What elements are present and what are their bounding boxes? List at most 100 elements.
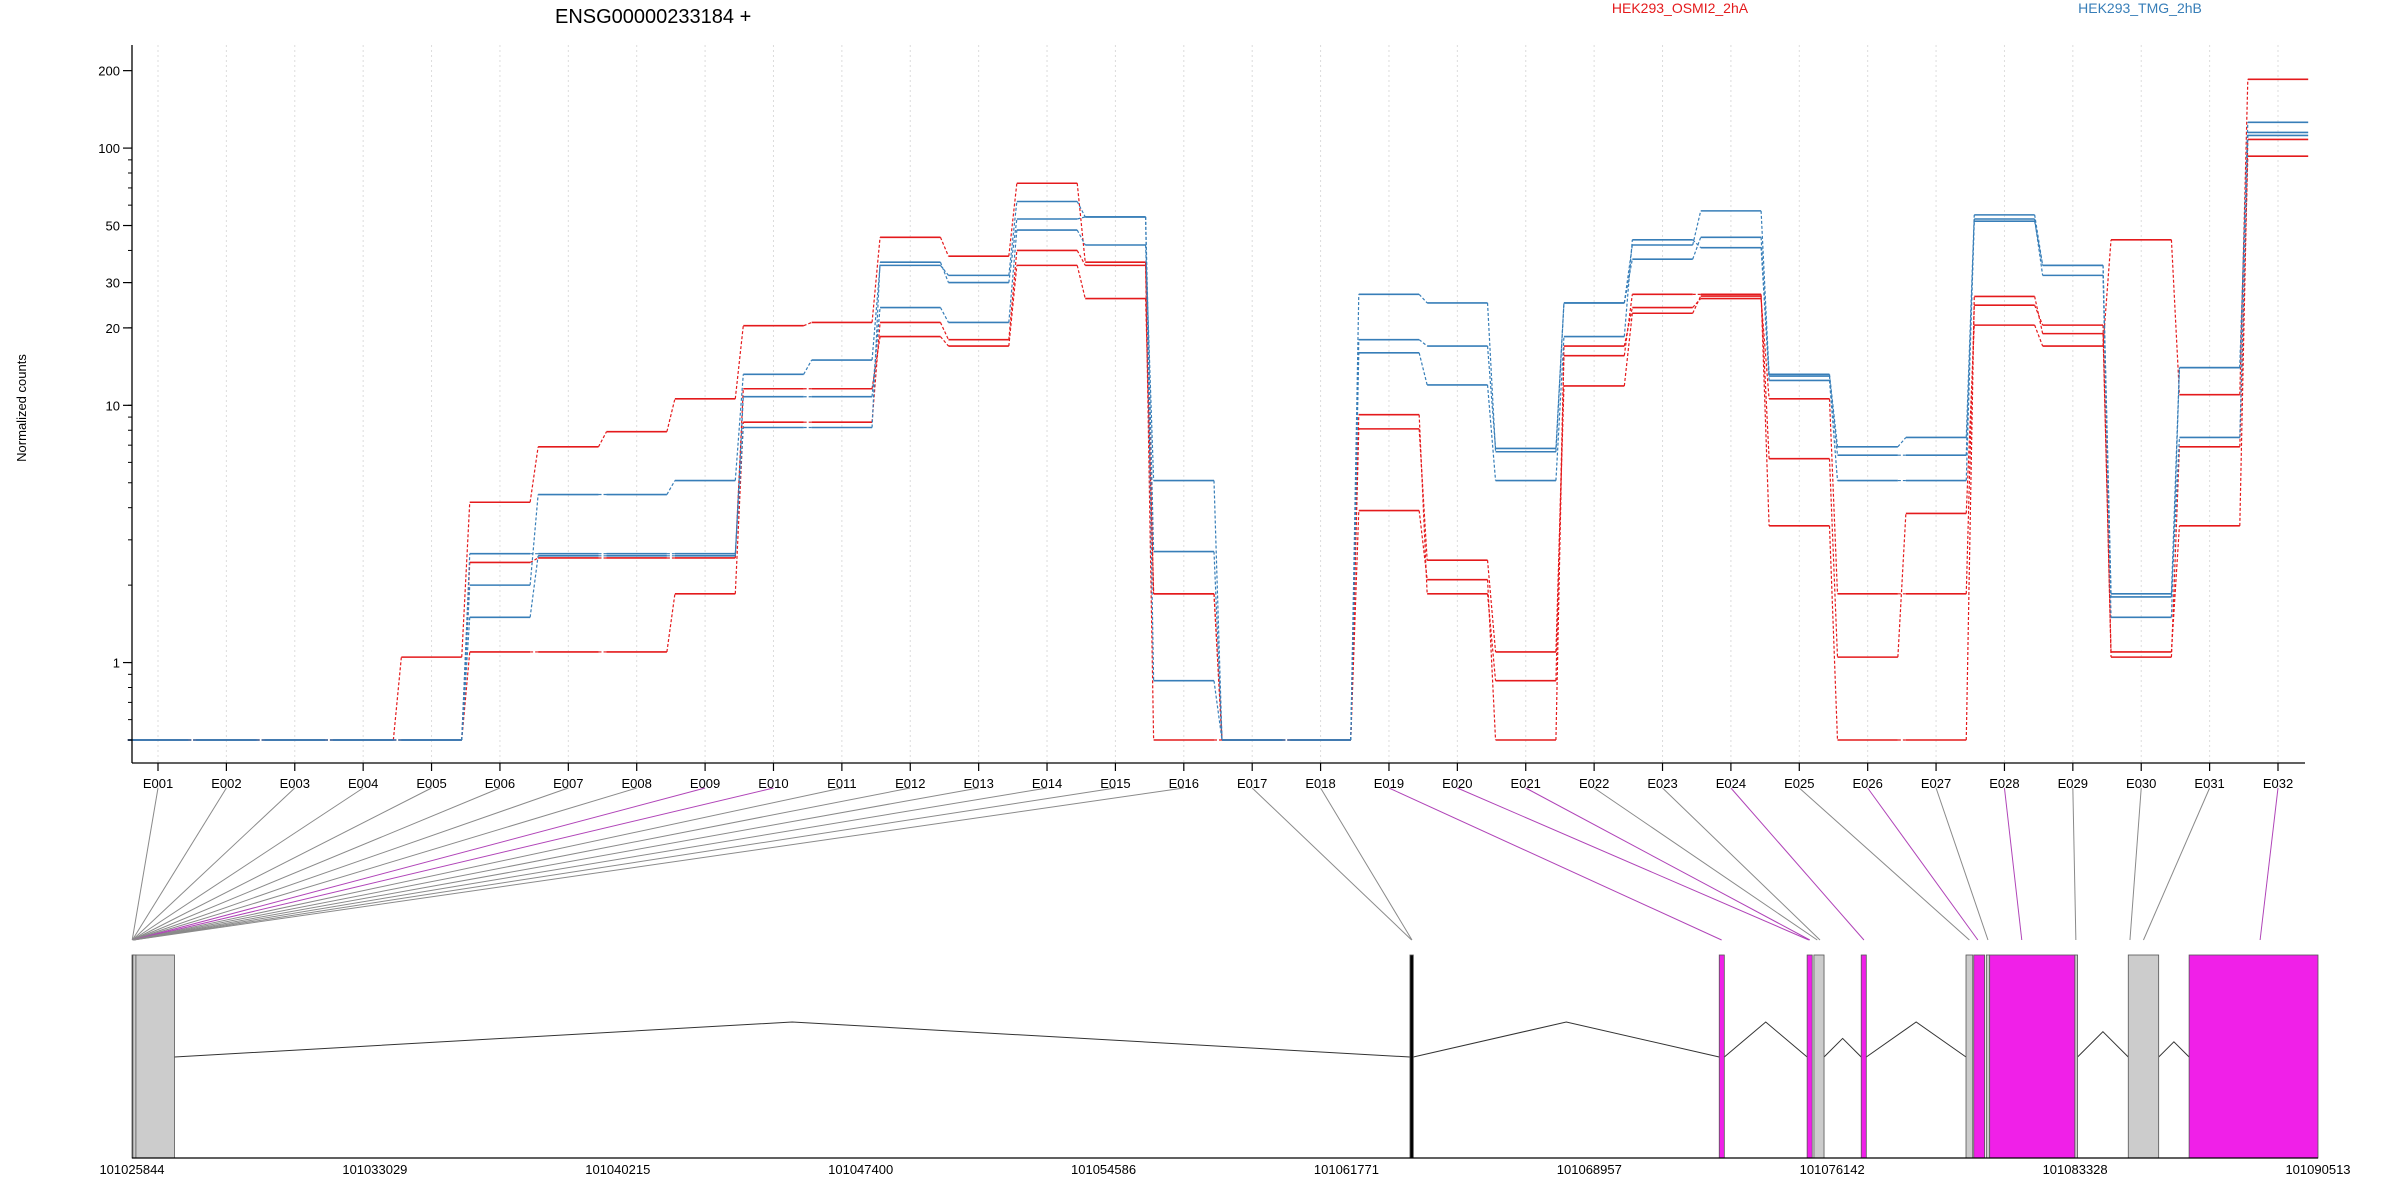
series-2-link-28 [2034,304,2044,326]
gene-block-3 [135,954,175,1159]
series-6-link-13 [1008,218,1018,283]
series-layer [127,78,2309,741]
exon-link-e013 [133,787,979,941]
series-3-link-15 [1145,265,1155,741]
y-tick-label-10: 10 [106,398,120,413]
series-2-link-24 [1760,298,1770,399]
series-5-link-30 [2170,367,2181,594]
series-5-link-18 [1350,294,1360,741]
series-6-link-29 [2102,275,2112,618]
series-6-link-9 [734,427,744,554]
series-1-link-5 [461,502,471,658]
series-4-link-28 [2034,221,2044,266]
exon-link-e031 [2143,787,2211,941]
x-tick-label-e013: E013 [963,776,993,791]
series-5 [127,121,2309,741]
series-6-link-12 [939,262,950,283]
exon-link-e032 [2259,787,2279,941]
x-tick-label-e010: E010 [758,776,788,791]
series-6 [127,131,2309,741]
genome-tick-label-8: 101076142 [1800,1162,1865,1177]
exon-link-e007 [132,787,569,941]
series-2-link-13 [1008,265,1018,347]
intron-14 [2158,1041,2190,1058]
series-5-link-8 [666,480,676,495]
series-3-link-12 [939,322,949,340]
exon-link-e016 [133,787,1184,941]
series-2-link-25 [1828,398,1839,594]
x-tick-label-e007: E007 [553,776,583,791]
legend-entry-osmi2: HEK293_OSMI2_2hA [1612,0,1749,16]
y-tick-label-100: 100 [98,141,120,156]
series-4-link-13 [1008,230,1018,323]
x-tick-label-e006: E006 [485,776,515,791]
series-3-link-27 [1965,296,1975,741]
series-3-link-22 [1623,294,1633,356]
genome-tick-label-9: 101083328 [2043,1162,2108,1177]
intron-5 [1723,1021,1808,1058]
series-2-link-12 [939,336,949,347]
series-5-link-10 [803,359,813,375]
x-tick-label-e031: E031 [2194,776,2224,791]
exon-link-e004 [132,787,364,941]
series-3-link-21 [1555,355,1565,681]
exon-link-e020 [1457,787,1810,941]
series-2-link-23 [1692,298,1702,308]
series-1-link-28 [2034,324,2044,347]
series-1-link-7 [597,431,608,448]
gene-block-7 [1813,954,1825,1159]
series-5-link-11 [871,265,881,361]
chart-title: ENSG00000233184 + [555,6,751,28]
x-tick-label-e029: E029 [2058,776,2088,791]
series-6-link-14 [1077,216,1086,220]
exon-links [131,787,2279,941]
exon-link-e026 [1867,787,1979,941]
x-tick-label-e023: E023 [1647,776,1677,791]
series-1-link-9 [734,325,744,399]
gene-block-9 [1965,954,1974,1159]
series-5-link-27 [1965,214,1975,438]
x-tick-label-e032: E032 [2263,776,2293,791]
gene-block-11 [1985,954,1991,1159]
series-2-link-30 [2170,446,2181,658]
series-3-link-9 [734,422,744,594]
exon-link-e025 [1798,787,1970,941]
x-tick-label-e028: E028 [1989,776,2019,791]
series-6-link-24 [1760,247,1770,381]
series-1-link-25 [1828,458,1839,658]
exon-link-e008 [132,787,637,941]
series-3-link-20 [1486,593,1497,681]
series-4-link-6 [529,555,539,618]
series-1-link-13 [1008,183,1018,257]
series-6-link-27 [1965,218,1975,481]
series-4-link-14 [1076,229,1086,246]
exon-link-e009 [132,787,706,941]
x-tick-label-e012: E012 [895,776,925,791]
exon-link-e011 [132,787,842,941]
series-3-link-25 [1828,525,1839,741]
series-3-link-24 [1760,294,1770,526]
series-2-link-11 [871,336,881,389]
genome-tick-label-6: 101061771 [1314,1162,1379,1177]
exon-link-e027 [1935,787,1989,941]
series-1-link-24 [1760,295,1770,459]
exon-link-e010 [132,787,774,941]
exon-link-e023 [1662,787,1821,941]
series-3-link-31 [2239,139,2249,526]
gene-block-6 [1806,954,1813,1159]
series-5-link-12 [939,264,949,276]
series-2-link-15 [1145,298,1155,594]
series-3-link-8 [666,593,676,652]
gridlines [157,45,2279,763]
series-3-link-18 [1350,414,1360,741]
x-tick-label-e017: E017 [1237,776,1267,791]
x-tick-label-e003: E003 [280,776,310,791]
legend-entry-tmg: HEK293_TMG_2hB [2078,0,2202,16]
genome-tick-label-3: 101040215 [585,1162,650,1177]
gene-model: 101025844 101033029 101040215 101047400 1010… [99,954,2351,1177]
x-tick-label-e022: E022 [1579,776,1609,791]
series-6-link-25 [1828,380,1839,481]
x-tick-label-e014: E014 [1032,776,1062,791]
x-tick-label-e008: E008 [622,776,652,791]
